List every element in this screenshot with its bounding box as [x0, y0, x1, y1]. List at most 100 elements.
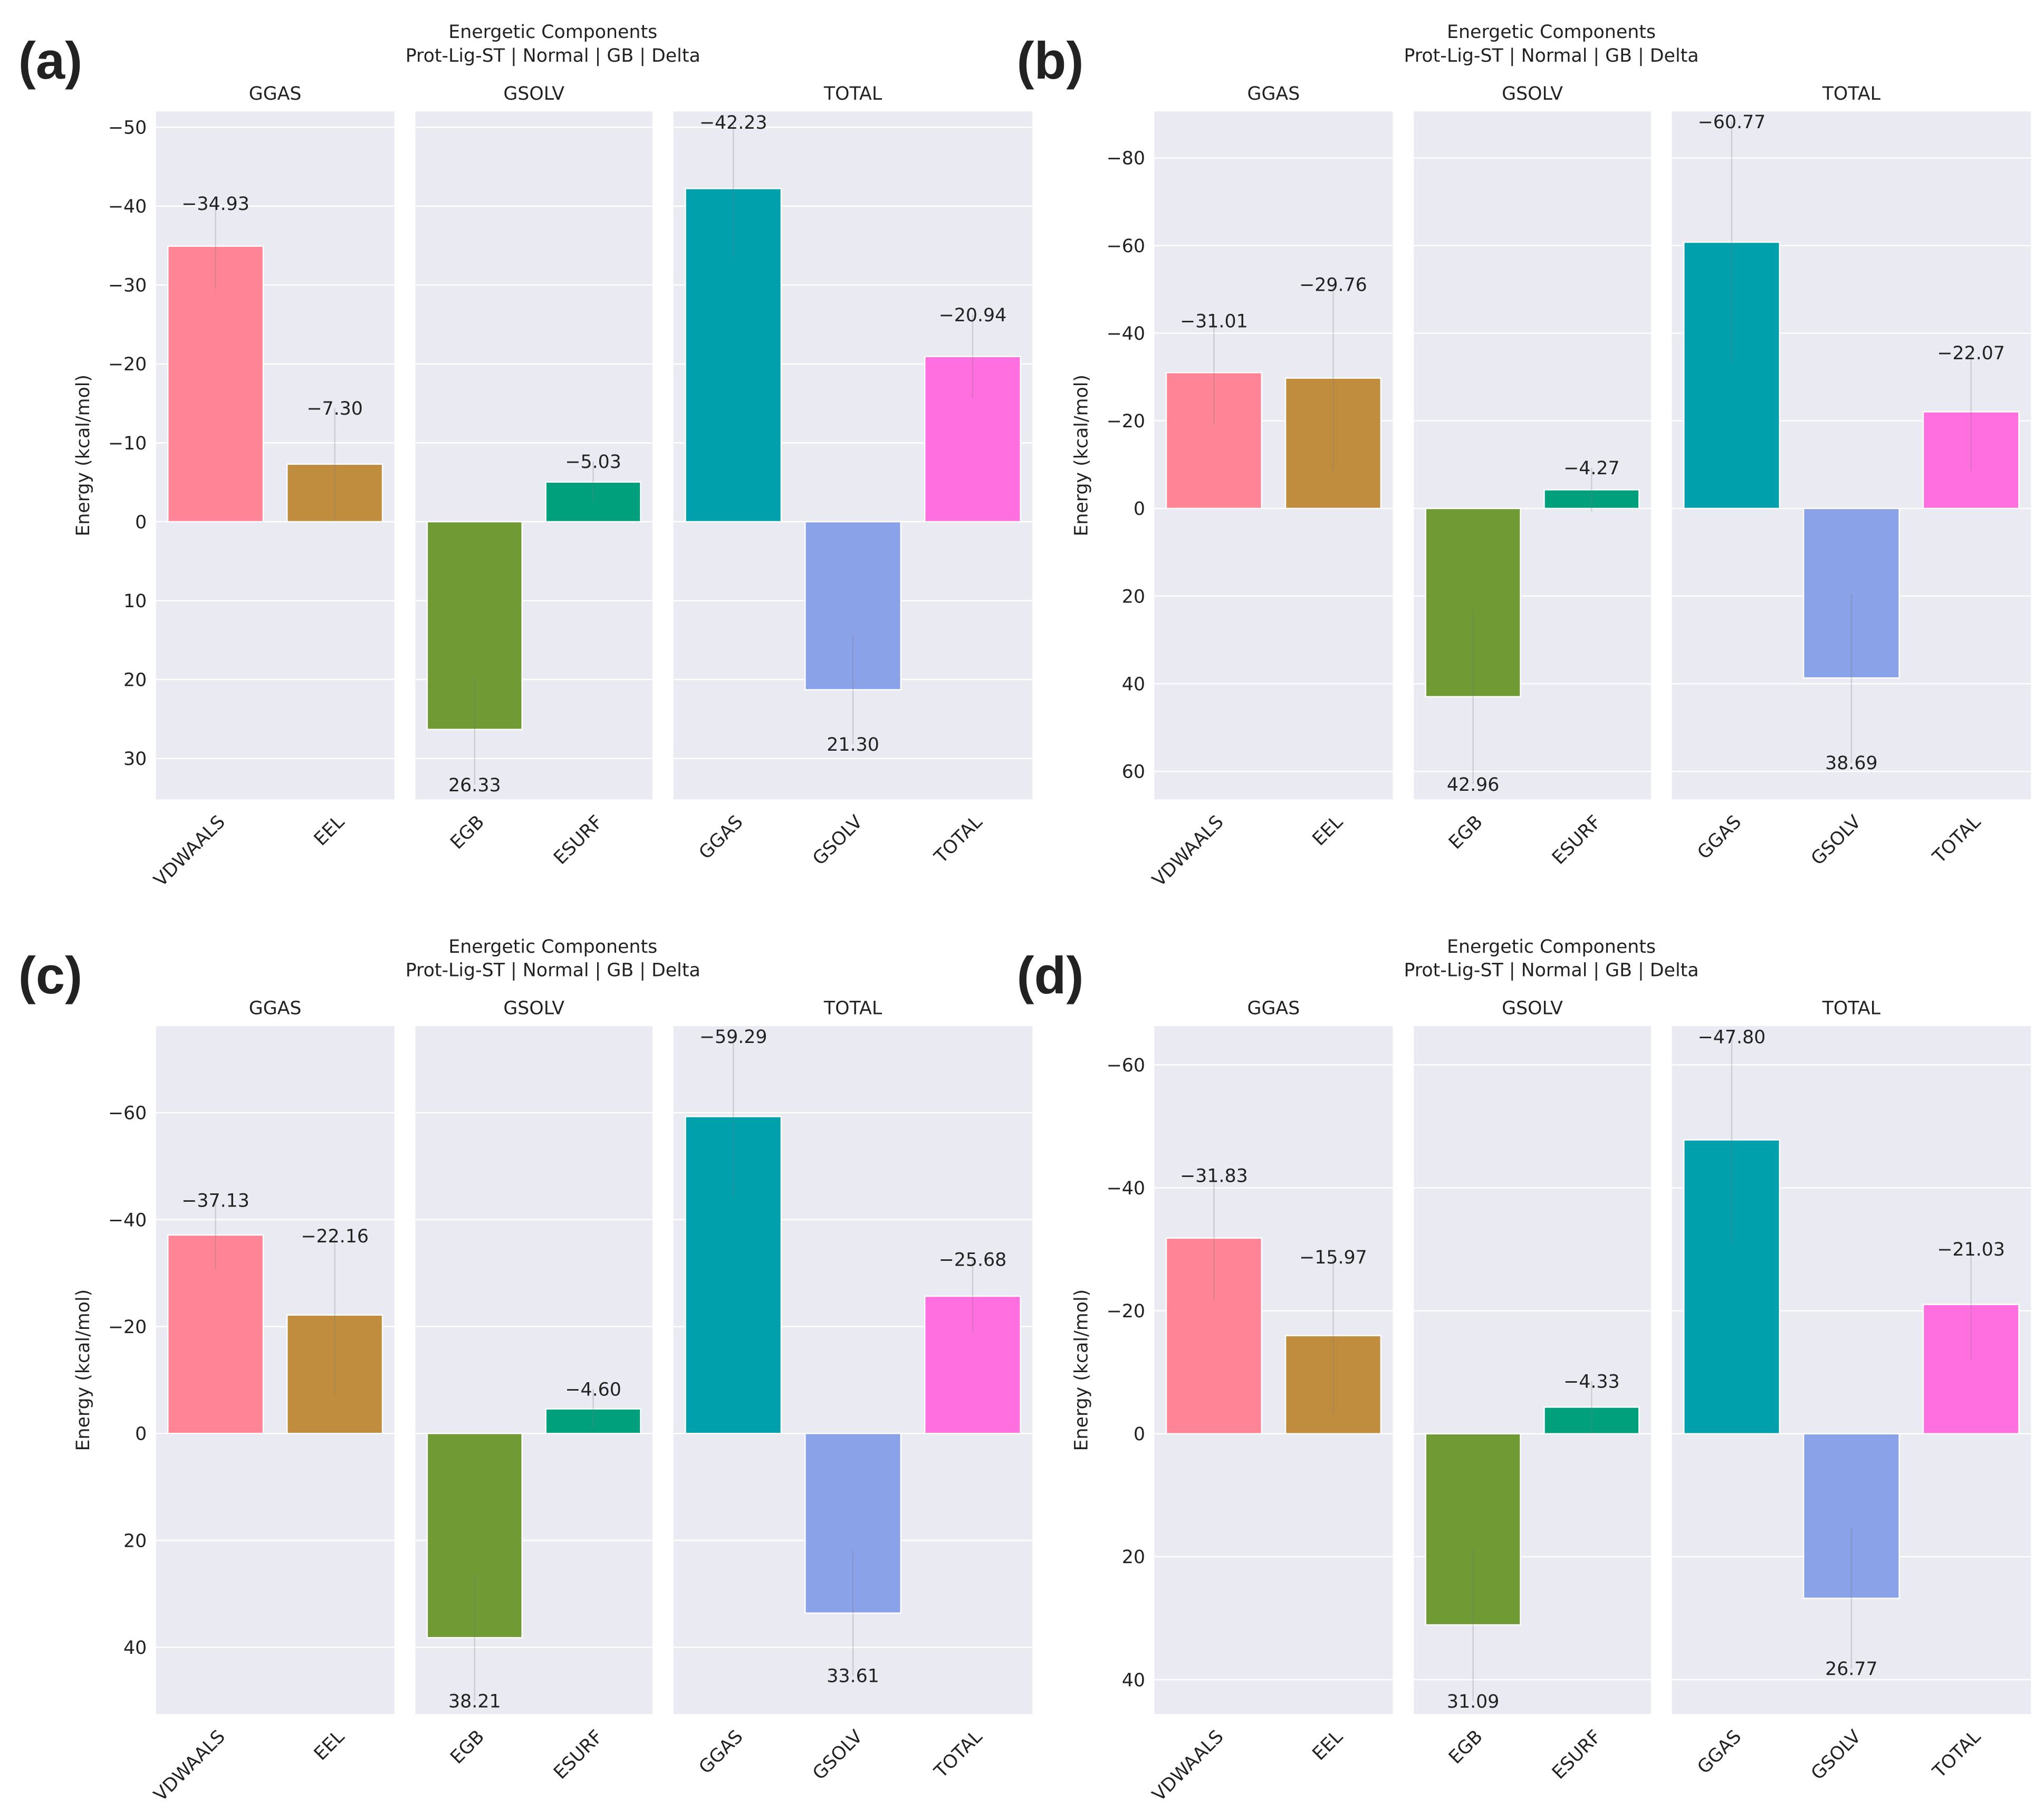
x-tick-label: TOTAL — [1928, 1726, 1985, 1783]
bar-total — [1922, 411, 2020, 510]
chart-title: Energetic Components — [1447, 22, 1656, 43]
facet-title: TOTAL — [823, 998, 882, 1019]
bar-egb — [1425, 1433, 1521, 1626]
value-label: 42.96 — [1447, 774, 1500, 796]
value-label: −25.68 — [939, 1249, 1007, 1270]
bar-ggas — [1683, 1139, 1780, 1434]
x-tick-label: GGAS — [1693, 811, 1745, 864]
panel-label: (c) — [18, 946, 82, 1005]
panel-label: (a) — [18, 32, 82, 90]
value-label: 38.21 — [448, 1691, 501, 1712]
value-label: −7.30 — [306, 398, 363, 419]
facet-title: GGAS — [249, 83, 302, 104]
y-tick-label: −60 — [1107, 1055, 1145, 1076]
chart-subtitle: Prot-Lig-ST | Normal | GB | Delta — [1404, 45, 1698, 66]
facet-title: GSOLV — [503, 83, 564, 104]
x-tick-label: TOTAL — [930, 811, 986, 868]
x-tick-label: ESURF — [1548, 1726, 1606, 1784]
y-tick-label: 30 — [123, 749, 147, 770]
y-tick-label: −60 — [108, 1103, 147, 1124]
y-tick-label: 20 — [1122, 586, 1145, 607]
value-label: −42.23 — [699, 112, 767, 133]
y-tick-label: −20 — [108, 354, 147, 375]
y-tick-label: −80 — [1107, 148, 1145, 169]
x-tick-label: GGAS — [1693, 1726, 1745, 1778]
y-tick-label: −20 — [1107, 411, 1145, 432]
facet-title: GGAS — [1247, 998, 1300, 1019]
y-tick-label: 20 — [123, 1530, 147, 1552]
facet-title: TOTAL — [823, 83, 882, 104]
value-label: −22.16 — [301, 1226, 369, 1247]
x-tick-label: EEL — [1309, 811, 1347, 850]
y-tick-label: −10 — [108, 433, 147, 454]
y-tick-label: 40 — [1122, 674, 1145, 695]
y-tick-label: −50 — [108, 118, 147, 139]
facet-title: TOTAL — [1822, 998, 1881, 1019]
value-label: −21.03 — [1937, 1239, 2005, 1260]
bar-eel — [1284, 377, 1382, 510]
x-tick-label: GSOLV — [1807, 1726, 1865, 1784]
bar-total — [924, 1295, 1021, 1434]
x-tick-label: VDWAALS — [1148, 1726, 1228, 1806]
chart-subtitle: Prot-Lig-ST | Normal | GB | Delta — [406, 45, 700, 66]
y-tick-label: −20 — [108, 1317, 147, 1338]
x-tick-label: EGB — [446, 1726, 488, 1768]
chart-title: Energetic Components — [448, 936, 657, 958]
y-tick-label: 0 — [135, 1424, 147, 1445]
y-tick-label: −60 — [1107, 236, 1145, 257]
chart-title: Energetic Components — [448, 22, 657, 43]
y-tick-label: −40 — [108, 196, 147, 217]
chart-subtitle: Prot-Lig-ST | Normal | GB | Delta — [406, 960, 700, 981]
value-label: −60.77 — [1698, 112, 1766, 133]
x-tick-label: VDWAALS — [1148, 811, 1228, 891]
value-label: −20.94 — [939, 305, 1007, 326]
value-label: −31.01 — [1180, 311, 1248, 332]
x-tick-label: ESURF — [550, 811, 607, 869]
y-tick-label: 10 — [123, 591, 147, 612]
y-axis-label: Energy (kcal/mol) — [73, 375, 94, 537]
facet-title: TOTAL — [1822, 83, 1881, 104]
bar-esurf — [545, 481, 641, 523]
y-tick-label: 0 — [1134, 499, 1145, 520]
x-tick-label: EEL — [310, 811, 349, 850]
y-tick-label: 0 — [135, 512, 147, 533]
y-tick-label: −40 — [1107, 323, 1145, 344]
bar-eel — [286, 463, 383, 523]
bar-egb — [1425, 508, 1521, 697]
y-axis-label: Energy (kcal/mol) — [73, 1289, 94, 1451]
value-label: 31.09 — [1447, 1691, 1500, 1712]
bar-egb — [426, 521, 523, 730]
facet-title: GGAS — [1247, 83, 1300, 104]
bar-esurf — [1543, 489, 1640, 510]
y-tick-label: −30 — [108, 275, 147, 296]
bar-total — [924, 356, 1021, 523]
value-label: 21.30 — [827, 734, 879, 755]
y-axis-label: Energy (kcal/mol) — [1071, 1289, 1092, 1451]
y-tick-label: 40 — [123, 1638, 147, 1659]
facet-title: GSOLV — [1502, 83, 1563, 104]
panel-label: (d) — [1017, 946, 1084, 1005]
x-tick-label: EEL — [310, 1726, 349, 1765]
x-tick-label: GSOLV — [1807, 811, 1865, 869]
chart-subtitle: Prot-Lig-ST | Normal | GB | Delta — [1404, 960, 1698, 981]
bar-gsolv — [1802, 1433, 1900, 1599]
x-tick-label: EGB — [1445, 811, 1487, 854]
y-tick-label: 60 — [1122, 762, 1145, 783]
x-tick-label: VDWAALS — [150, 811, 229, 891]
x-tick-label: GGAS — [695, 1726, 747, 1778]
bar-esurf — [1543, 1406, 1640, 1434]
bar-ggas — [685, 188, 782, 523]
bar-vdwaals — [1165, 371, 1263, 510]
bar-gsolv — [804, 521, 902, 691]
value-label: −37.13 — [181, 1191, 249, 1212]
x-tick-label: TOTAL — [930, 1726, 986, 1783]
bar-ggas — [1683, 241, 1780, 510]
bar-esurf — [545, 1408, 641, 1434]
value-label: −4.27 — [1563, 458, 1620, 479]
value-label: −5.03 — [565, 452, 621, 473]
value-label: −22.07 — [1937, 343, 2005, 364]
